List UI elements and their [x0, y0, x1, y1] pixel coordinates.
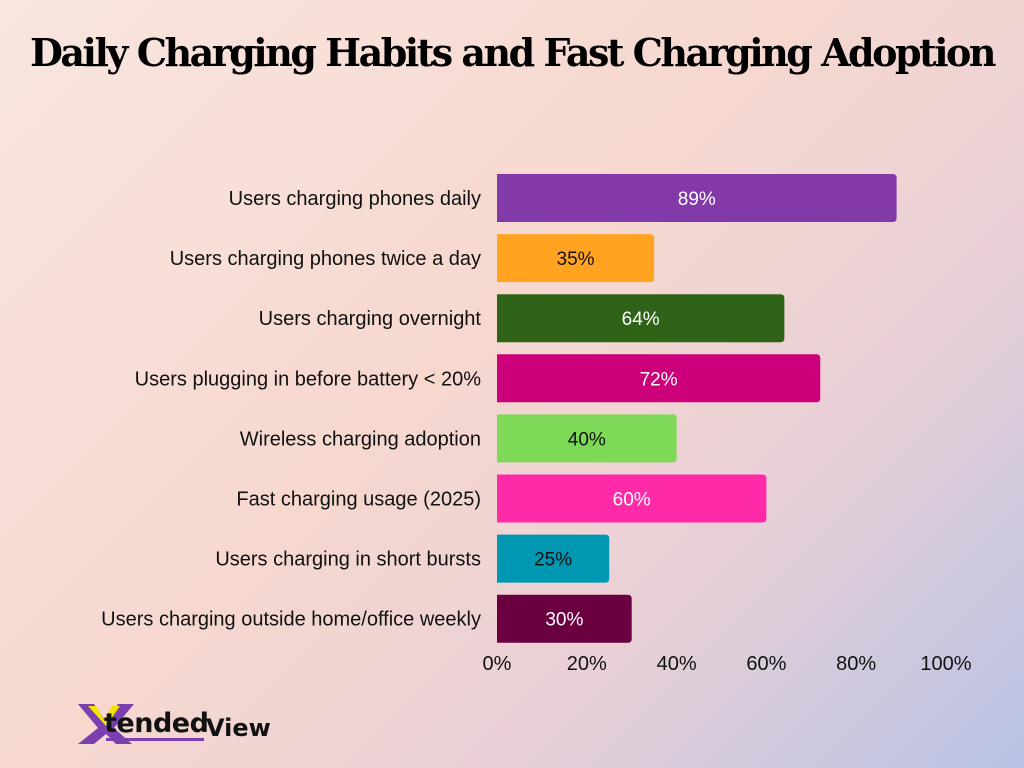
category-label: Users charging in short bursts — [215, 549, 481, 571]
data-label: 72% — [640, 369, 678, 390]
category-label: Users charging phones twice a day — [170, 248, 481, 270]
category-label: Users charging outside home/office weekl… — [101, 609, 481, 631]
chart-title: Daily Charging Habits and Fast Charging … — [29, 30, 997, 75]
data-label: 40% — [568, 429, 606, 450]
logo-text-view: View — [206, 714, 271, 742]
bar — [497, 354, 821, 403]
logo-underline — [106, 738, 204, 741]
logo-x-icon — [78, 704, 134, 744]
category-label: Fast charging usage (2025) — [236, 489, 481, 511]
data-label: 60% — [613, 490, 651, 511]
x-tick-label: 100% — [920, 653, 971, 675]
x-tick-label: 0% — [483, 653, 512, 675]
x-tick-label: 80% — [836, 653, 876, 675]
bar — [497, 534, 610, 583]
data-label: 30% — [545, 610, 583, 631]
category-label: Users charging phones daily — [229, 188, 481, 210]
x-tick-label: 20% — [567, 653, 607, 675]
x-tick-label: 60% — [746, 653, 786, 675]
data-label: 64% — [622, 309, 660, 330]
bar — [497, 414, 677, 463]
data-label: 25% — [534, 550, 572, 571]
category-label: Users charging overnight — [259, 308, 482, 330]
bar — [497, 294, 785, 343]
bar — [497, 594, 632, 643]
category-label: Users plugging in before battery < 20% — [135, 368, 482, 390]
xtendedview-logo: tended View — [76, 700, 276, 746]
bar — [497, 174, 897, 222]
x-tick-label: 40% — [657, 653, 697, 675]
bar — [497, 234, 655, 283]
data-label: 35% — [557, 249, 595, 270]
logo-text-tended: tended — [104, 708, 209, 739]
bar — [497, 474, 767, 523]
data-label: 89% — [678, 189, 716, 210]
category-label: Wireless charging adoption — [240, 428, 481, 450]
